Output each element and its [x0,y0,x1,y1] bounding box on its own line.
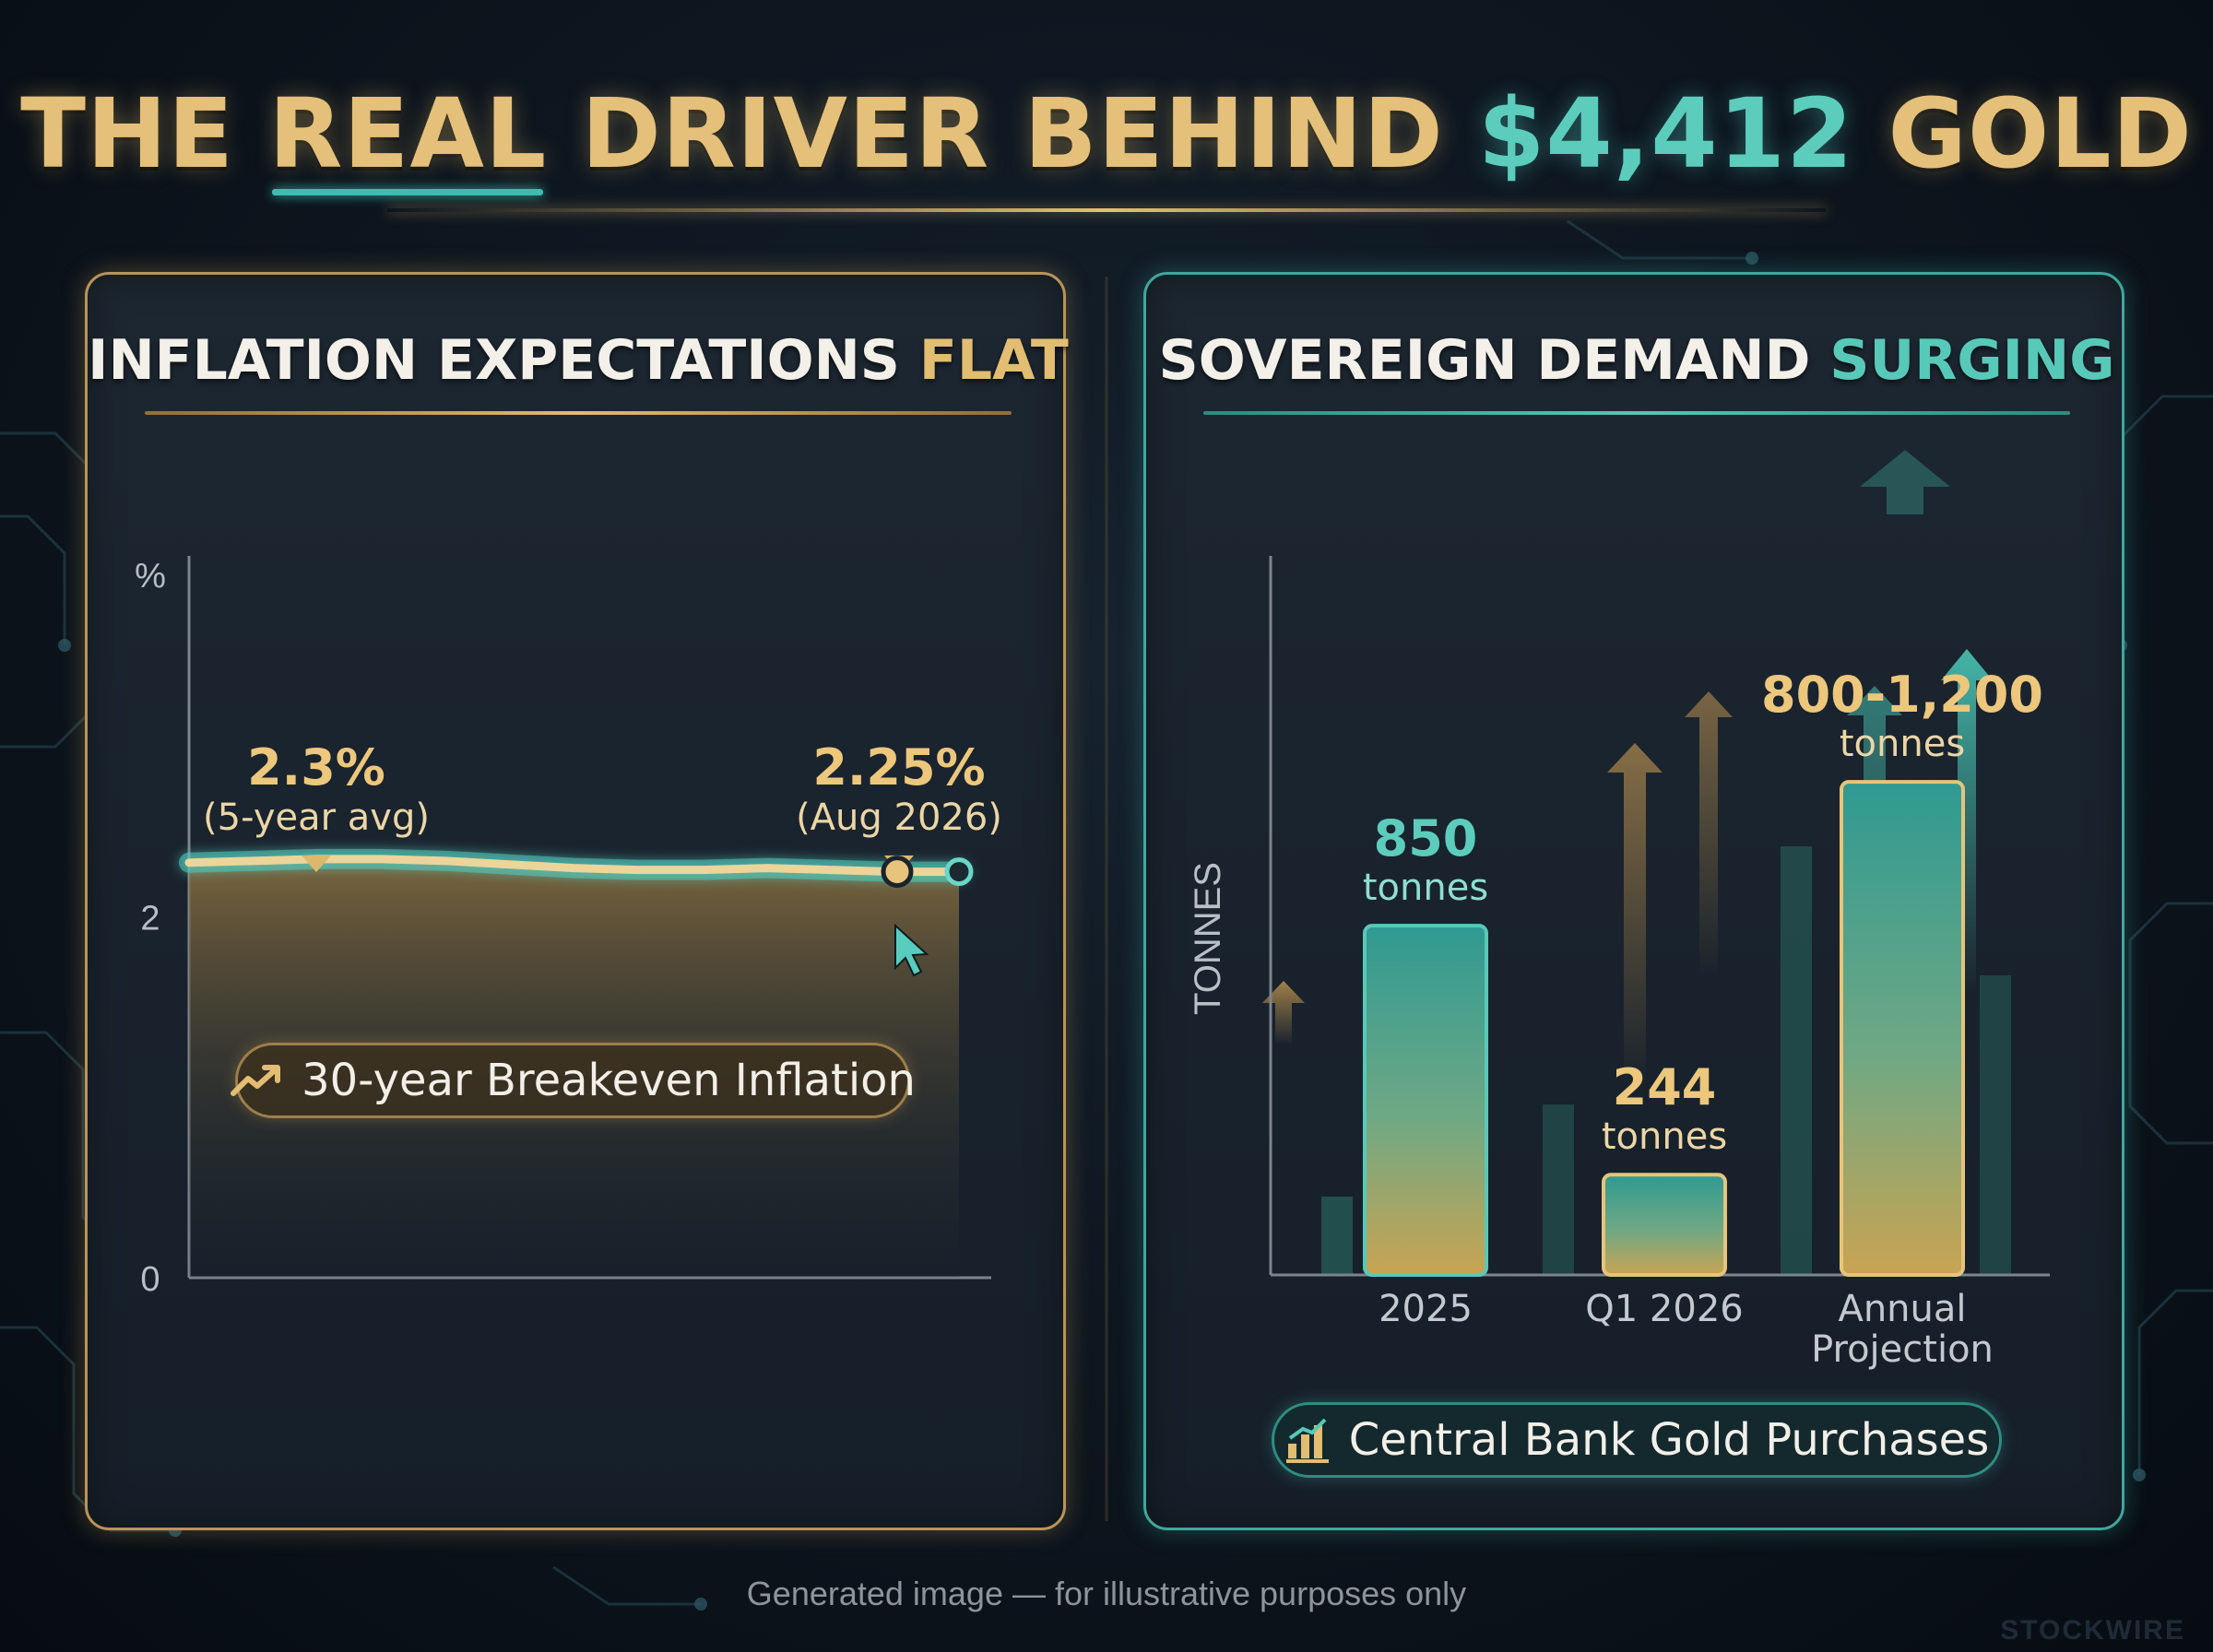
y-tick-label: 0 [140,1260,160,1299]
bar-unit-label: tonnes [1363,867,1488,909]
bar [1363,924,1488,1278]
bar-unit-label: tonnes [1840,723,1965,765]
inflation-panel-title: INFLATION EXPECTATIONS FLAT [88,328,1069,393]
category-label: Annual [1838,1288,1966,1330]
footer-caption: Generated image — for illustrative purpo… [746,1575,1467,1612]
annotation-label: (5-year avg) [203,796,430,839]
watermark: STOCKWIRE [2000,1615,2185,1646]
annotation-marker [302,856,331,872]
series-end-marker [944,857,974,887]
y-tick-label: 2 [140,900,160,938]
title-price: $4,412 [1478,77,1854,190]
y-tick-label: % [135,557,166,596]
category-label: Q1 2026 [1585,1288,1743,1330]
main-title: THE REAL DRIVER BEHIND $4,412 GOLD [20,77,2193,190]
sovereign-panel: SOVEREIGN DEMAND SURGING [1143,272,2124,1530]
bar-chart-icon [1285,1418,1329,1463]
annotation-value: 2.25% [812,738,985,796]
bar [1840,780,1965,1277]
sovereign-panel-divider [1203,411,2070,415]
legend-breakeven-label: 30-year Breakeven Inflation [302,1055,916,1106]
bar-value-label: 800-1,200 [1761,666,2043,724]
legend-gold-purchases-label: Central Bank Gold Purchases [1348,1414,1990,1466]
y-axis-label: TONNES [1188,862,1228,1015]
bar-value-label: 244 [1613,1058,1717,1116]
bar-value-label: 850 [1374,809,1478,867]
title-divider [387,208,1826,212]
trend-up-icon [231,1065,281,1096]
bar-unit-label: tonnes [1602,1115,1727,1158]
bar [1602,1173,1727,1278]
annotation-value: 2.3% [247,738,385,796]
category-label: Projection [1811,1328,1994,1371]
inflation-panel-divider [145,411,1012,415]
breakeven-line-chart: % 2 0 2.3%(5-year avg) 2.25%(Aug 2026) [135,556,1002,1299]
category-label: 2025 [1379,1288,1473,1330]
cursor-icon [894,923,929,977]
annotation-label: (Aug 2026) [796,796,1002,839]
sovereign-panel-title: SOVEREIGN DEMAND SURGING [1158,328,2115,393]
legend-breakeven: 30-year Breakeven Inflation [231,1043,916,1118]
legend-gold-purchases: Central Bank Gold Purchases [1272,1402,2002,1478]
inflation-panel: INFLATION EXPECTATIONS FLAT % 2 0 2.3% (5-ye… [85,272,1069,1530]
current-value-marker [881,856,914,889]
title-emphasis-word: REAL [268,77,548,190]
